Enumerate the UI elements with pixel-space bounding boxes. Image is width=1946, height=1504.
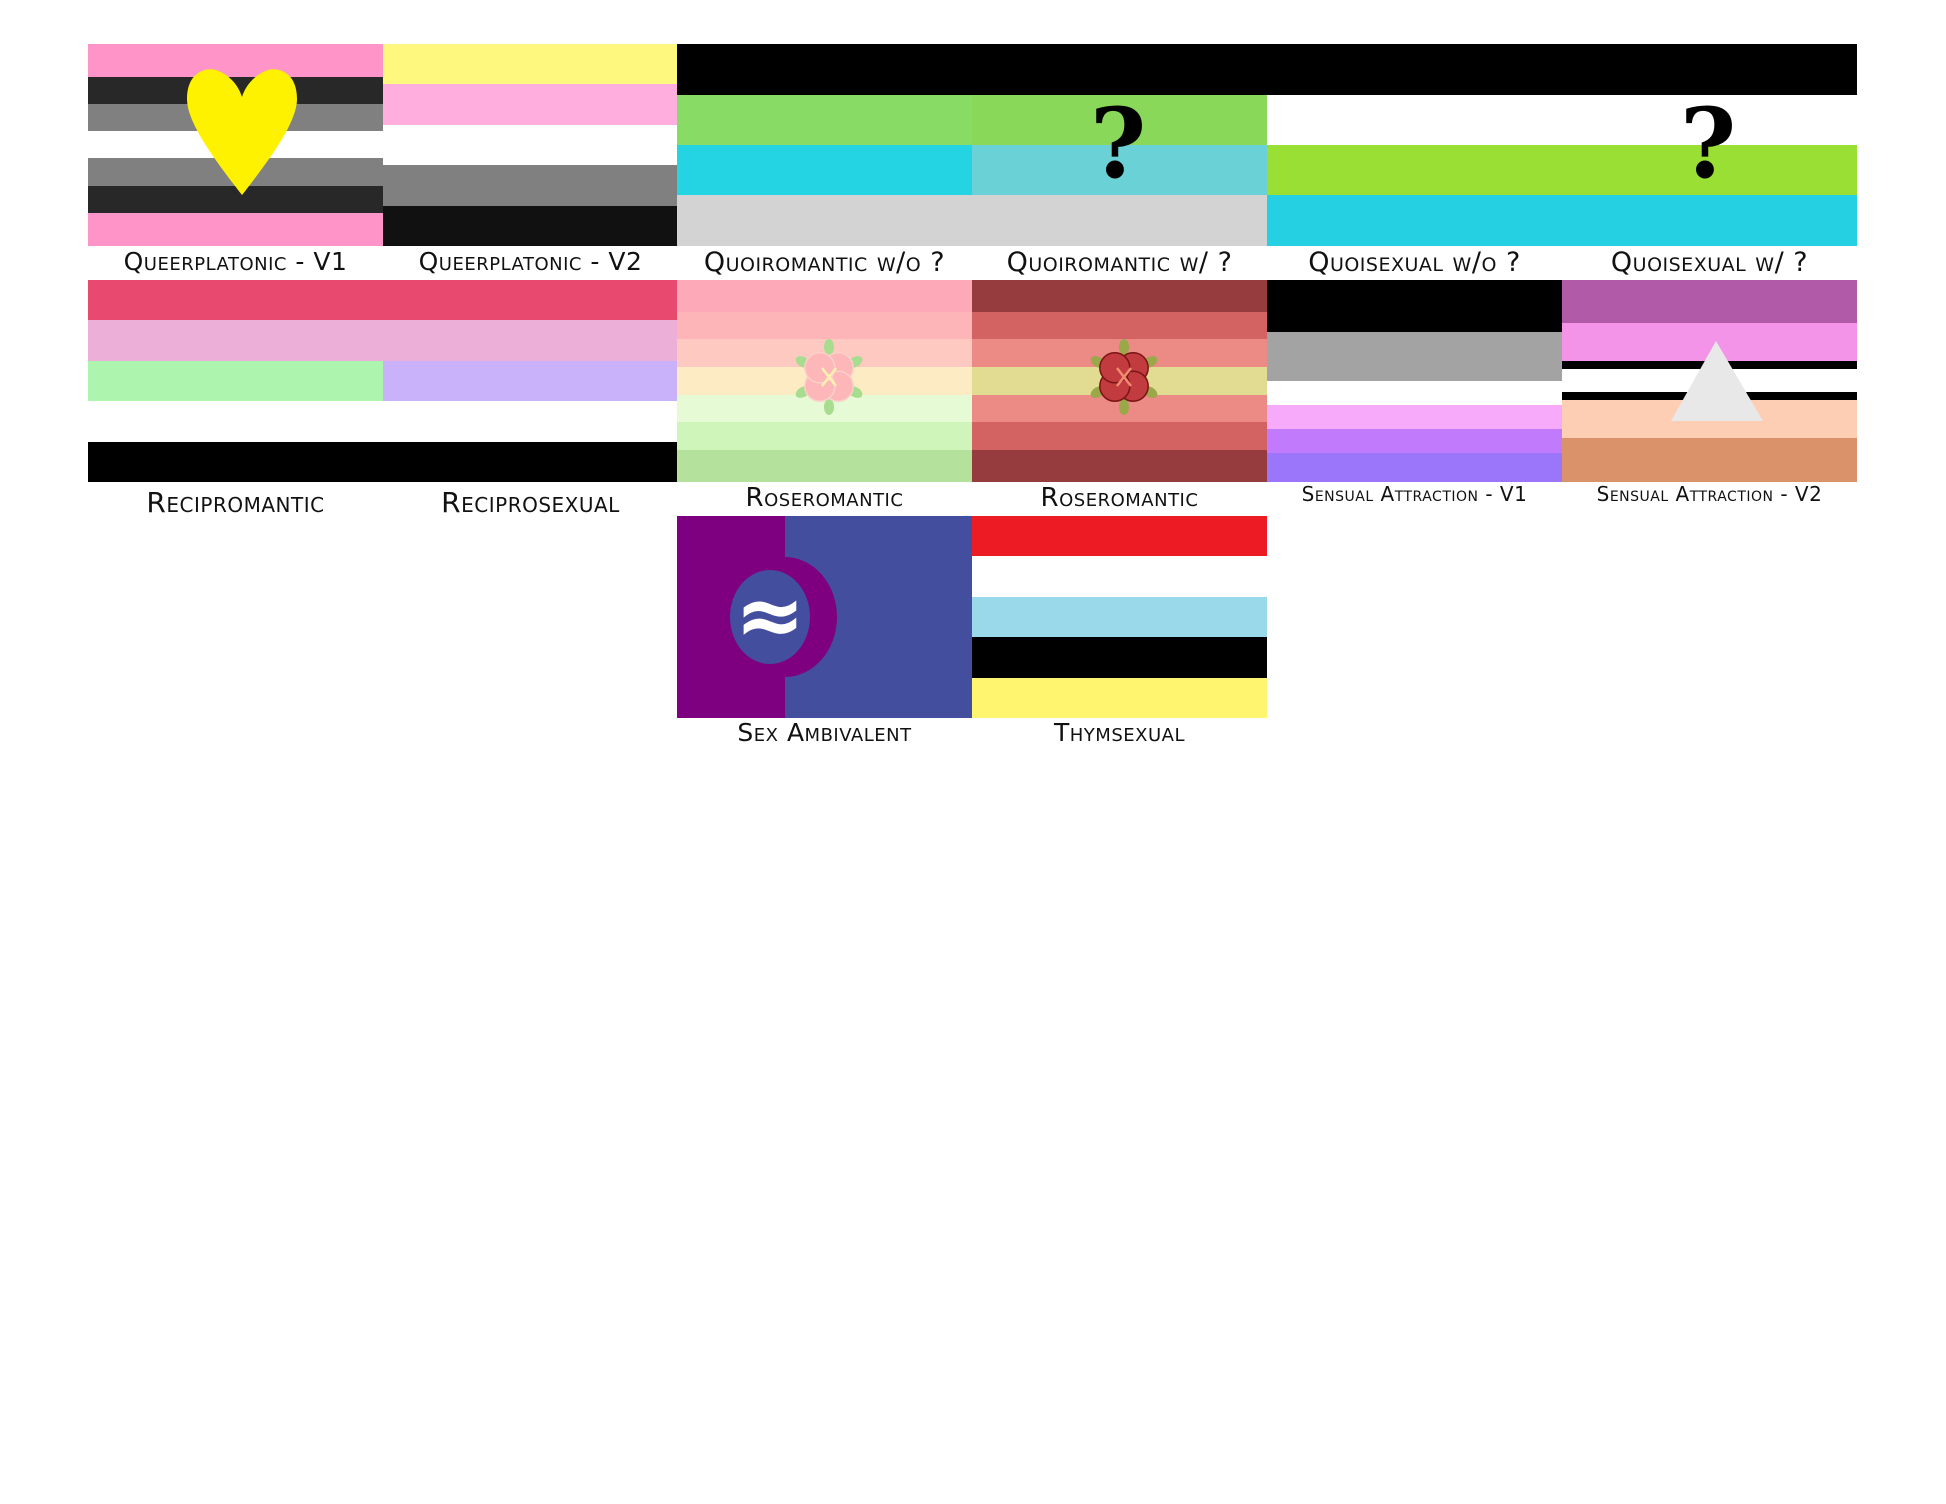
flag-stripe (1267, 404, 1562, 429)
flag-quoisexual-with-q: ? (1562, 44, 1857, 246)
flag-stripe (677, 280, 972, 313)
flag-thymsexual (972, 516, 1267, 718)
flag-stripe (972, 449, 1267, 482)
label-queerplatonic-v1: Queerplatonic - V1 (123, 247, 348, 276)
rose-flower-icon (795, 339, 863, 415)
flag-stripe (972, 195, 1267, 246)
question-mark-icon: ? (1090, 87, 1147, 200)
flag-stripe (677, 95, 972, 145)
flag-stripe (677, 312, 972, 340)
flag-stripe (972, 95, 1267, 145)
label-quoiromantic-without-q: Quoiromantic w/o ? (703, 247, 946, 278)
flag-stripe (972, 637, 1267, 678)
flag-stripe (383, 165, 678, 206)
flag-sensual-attraction-v2 (1562, 280, 1857, 482)
triangle-icon (1671, 341, 1763, 421)
flag-stripe (1267, 195, 1562, 246)
flag-stripe (677, 421, 972, 450)
flag-stripe (88, 401, 383, 442)
flag-stripe (383, 124, 678, 166)
flag-stripe (677, 44, 972, 95)
flag-stripe (383, 205, 678, 246)
flag-stripe (88, 186, 383, 213)
flag-stripe (1562, 280, 1857, 324)
flag-stripe (972, 596, 1267, 638)
flag-stripe (1562, 195, 1857, 246)
flag-stripe (972, 421, 1267, 450)
flag-roseromantic-dark (972, 280, 1267, 482)
flag-quoiromantic-with-q: ? (972, 44, 1267, 246)
flag-stripe (88, 441, 383, 482)
flag-stripe (383, 44, 678, 85)
flag-roseromantic-light (677, 280, 972, 482)
flag-recipromantic (88, 280, 383, 482)
label-quoisexual-without-q: Quoisexual w/o ? (1308, 247, 1521, 278)
flag-stripe (972, 280, 1267, 313)
flag-stripe (972, 556, 1267, 597)
label-sensual-attraction-v1: Sensual Attraction - V1 (1301, 482, 1528, 506)
flag-sensual-attraction-v1 (1267, 280, 1562, 482)
flag-stripe (88, 213, 383, 246)
flag-stripe (1562, 44, 1857, 95)
flag-stripe (383, 441, 678, 482)
flag-reciprosexual (383, 280, 678, 482)
label-quoisexual-with-q: Quoisexual w/ ? (1610, 247, 1809, 278)
flag-stripe (1267, 280, 1562, 333)
flag-stripe (1562, 145, 1857, 195)
label-reciprosexual: Reciprosexual (441, 486, 620, 519)
flag-stripe (88, 320, 383, 361)
flag-stripe (88, 280, 383, 321)
flag-stripe (88, 44, 383, 77)
flag-stripe (383, 320, 678, 361)
flag-stripe (88, 360, 383, 402)
flag-queerplatonic-v2 (383, 44, 678, 246)
flag-stripe (972, 677, 1267, 718)
flag-sex-ambivalent: ≈ (677, 516, 972, 718)
flag-stripe (1267, 452, 1562, 482)
heart-icon (187, 69, 297, 195)
label-queerplatonic-v2: Queerplatonic - V2 (418, 247, 643, 276)
rose-flower-icon (1090, 339, 1158, 415)
label-roseromantic-dark: Roseromantic (1040, 483, 1199, 513)
flag-stripe (1267, 95, 1562, 145)
flag-stripe (1267, 428, 1562, 453)
flag-stripe (677, 145, 972, 195)
flag-stripe (677, 449, 972, 482)
question-mark-icon: ? (1680, 87, 1737, 200)
flag-stripe (972, 44, 1267, 95)
flag-quoiromantic-without-q (677, 44, 972, 246)
flag-stripe (677, 195, 972, 246)
approx-icon: ≈ (735, 566, 805, 664)
label-sex-ambivalent: Sex Ambivalent (737, 718, 912, 747)
flag-stripe (1267, 145, 1562, 195)
flag-stripe (383, 84, 678, 125)
label-sensual-attraction-v2: Sensual Attraction - V2 (1596, 482, 1823, 506)
flag-stripe (1267, 332, 1562, 381)
label-thymsexual: Thymsexual (1054, 718, 1185, 747)
flag-stripe (972, 516, 1267, 557)
sex-ambivalent-emblem: ≈ (677, 516, 972, 718)
flag-stripe (1267, 380, 1562, 405)
flag-stripe (972, 145, 1267, 195)
label-recipromantic: Recipromantic (146, 486, 325, 519)
flag-stripe (1562, 95, 1857, 145)
flag-stripe (383, 401, 678, 442)
label-roseromantic-light: Roseromantic (745, 483, 904, 513)
flag-stripe (1562, 437, 1857, 482)
flag-stripe (383, 280, 678, 321)
flag-stripe (972, 312, 1267, 340)
flag-quoisexual-without-q (1267, 44, 1562, 246)
label-quoiromantic-with-q: Quoiromantic w/ ? (1006, 247, 1233, 278)
flag-stripe (1267, 44, 1562, 95)
flag-stripe (383, 360, 678, 402)
flag-queerplatonic-v1 (88, 44, 383, 246)
